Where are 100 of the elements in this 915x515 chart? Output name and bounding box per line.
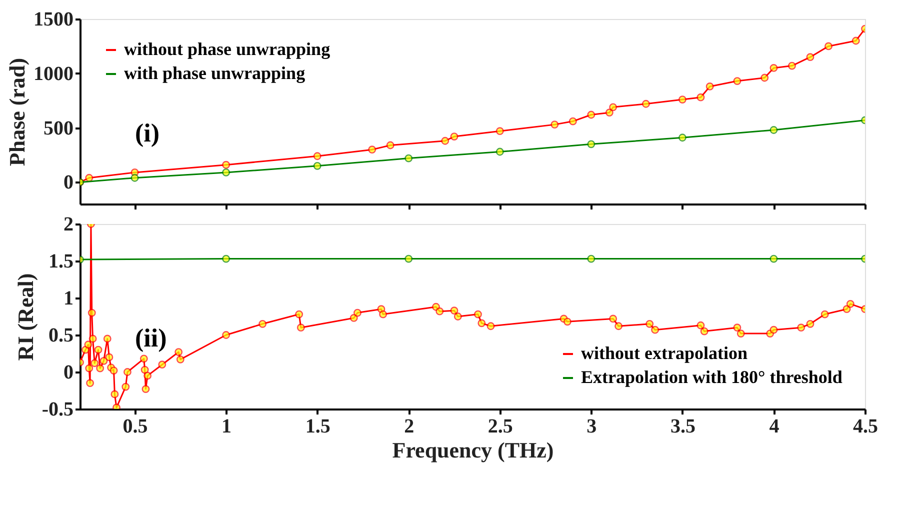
y-tick-label: 0 [64, 362, 74, 384]
point [642, 100, 650, 108]
point [806, 53, 814, 62]
point [354, 308, 362, 317]
y-axis-title: Phase (rad) [4, 58, 30, 166]
point [797, 324, 806, 332]
y-tick-label: 0 [64, 172, 74, 194]
point [842, 305, 851, 314]
point [696, 321, 705, 330]
point [770, 64, 778, 72]
y-tick-label: 1 [64, 288, 74, 310]
point [806, 320, 814, 328]
point [478, 319, 486, 328]
point [496, 148, 504, 156]
point [404, 254, 413, 263]
point [222, 168, 230, 176]
point [770, 326, 778, 334]
point [94, 346, 102, 354]
y-tick-label: 2 [64, 214, 74, 236]
point [90, 359, 99, 368]
point [124, 368, 132, 376]
point [450, 132, 458, 140]
point [587, 254, 596, 263]
point [587, 140, 596, 148]
point [496, 127, 504, 136]
point [379, 310, 387, 318]
point [103, 334, 112, 343]
point [436, 307, 444, 316]
point [110, 390, 119, 398]
point [222, 331, 230, 339]
point [142, 385, 150, 393]
point [222, 160, 230, 169]
point [770, 126, 778, 134]
point [733, 77, 742, 85]
point [386, 141, 394, 150]
point [144, 372, 152, 380]
x-tick-label: 2 [404, 416, 414, 438]
x-tick-label: 1.5 [305, 416, 330, 438]
x-tick-label: 1 [222, 416, 232, 438]
point [450, 306, 458, 315]
x-tick-label: 3.5 [670, 416, 696, 438]
point [852, 36, 860, 45]
y-tick-label: -0.5 [42, 398, 74, 420]
x-tick-label: 3 [586, 416, 597, 438]
point [313, 152, 322, 160]
y-tick-label: 1500 [34, 8, 74, 30]
point [140, 366, 149, 374]
point [86, 379, 94, 388]
legend-label: without phase unwrapping [124, 39, 330, 59]
x-axis-title: Frequency (THz) [392, 438, 554, 462]
point [700, 327, 708, 336]
point [85, 364, 94, 372]
point [770, 254, 778, 263]
legend-label: with phase unwrapping [124, 63, 306, 83]
y-tick-label: 1.5 [48, 250, 74, 272]
point [130, 174, 139, 182]
point [733, 324, 742, 332]
point [550, 120, 559, 129]
point [820, 310, 829, 318]
point [678, 96, 686, 104]
point [486, 322, 495, 330]
annotation: (ii) [135, 324, 167, 353]
point [100, 356, 108, 365]
legend-label: Extrapolation with 180° threshold [581, 367, 842, 387]
point [158, 360, 166, 369]
point [222, 254, 230, 263]
point [824, 42, 832, 50]
x-tick-label: 0.5 [122, 416, 148, 438]
x-tick-label: 4.5 [853, 416, 878, 438]
y-tick-label: 0.5 [48, 324, 74, 346]
point [96, 364, 104, 372]
point [88, 308, 96, 317]
point [368, 146, 376, 154]
annotation: (i) [135, 118, 160, 148]
point [678, 134, 686, 142]
point [122, 382, 130, 391]
point [736, 330, 745, 338]
point [846, 300, 854, 308]
point [651, 326, 660, 334]
point [295, 310, 304, 318]
point [174, 348, 183, 356]
x-tick-label: 2.5 [488, 416, 513, 438]
point [696, 93, 705, 102]
point [313, 162, 322, 170]
legend-label: without extrapolation [581, 343, 748, 363]
x-tick-label: 4 [769, 416, 780, 438]
point [706, 82, 714, 90]
point [609, 314, 618, 323]
point [760, 74, 769, 82]
point [563, 318, 572, 326]
point [614, 322, 622, 330]
point [788, 62, 796, 70]
point [176, 355, 184, 364]
point [587, 110, 596, 119]
point [140, 354, 148, 363]
point [84, 340, 92, 349]
point [568, 117, 577, 126]
point [454, 312, 462, 320]
point [296, 324, 305, 332]
point [110, 366, 118, 374]
